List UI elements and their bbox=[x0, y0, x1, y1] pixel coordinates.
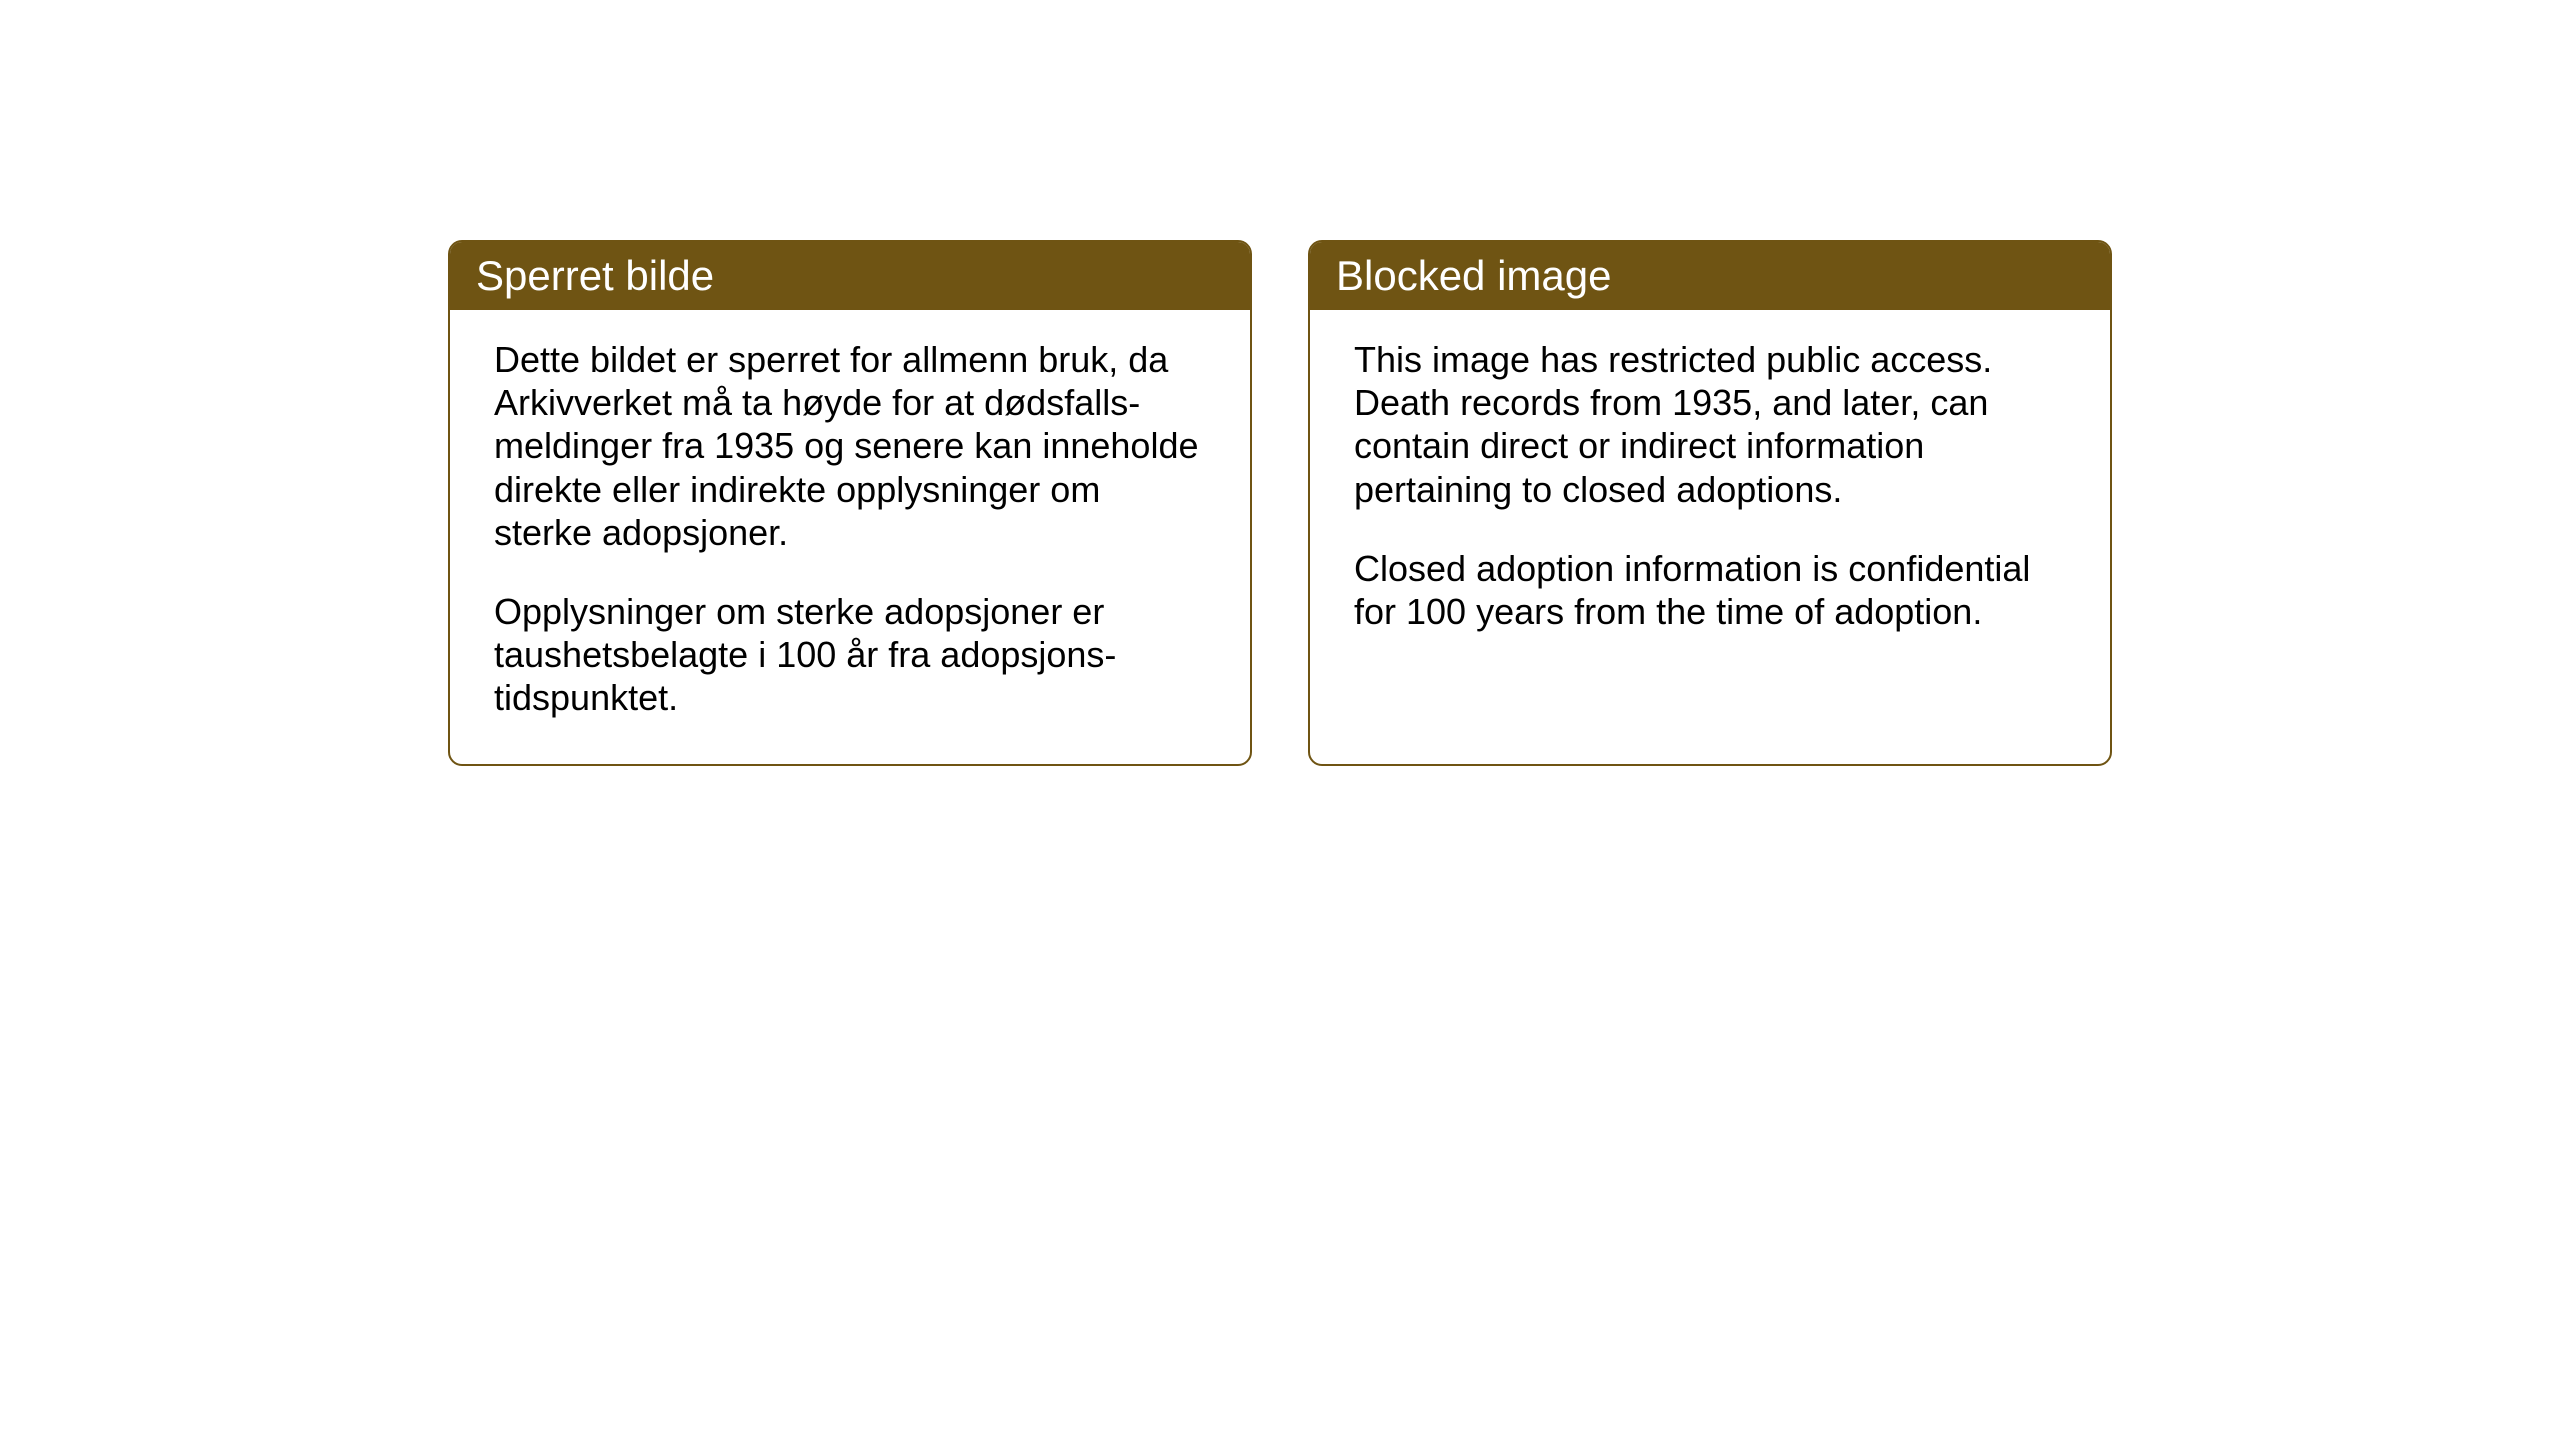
card-header: Blocked image bbox=[1310, 242, 2110, 310]
card-header: Sperret bilde bbox=[450, 242, 1250, 310]
card-paragraph: This image has restricted public access.… bbox=[1354, 338, 2066, 511]
notice-container: Sperret bilde Dette bildet er sperret fo… bbox=[448, 240, 2112, 766]
card-title: Sperret bilde bbox=[476, 252, 714, 299]
card-title: Blocked image bbox=[1336, 252, 1611, 299]
card-body: This image has restricted public access.… bbox=[1310, 310, 2110, 677]
card-body: Dette bildet er sperret for allmenn bruk… bbox=[450, 310, 1250, 764]
notice-card-norwegian: Sperret bilde Dette bildet er sperret fo… bbox=[448, 240, 1252, 766]
card-paragraph: Opplysninger om sterke adopsjoner er tau… bbox=[494, 590, 1206, 720]
card-paragraph: Closed adoption information is confident… bbox=[1354, 547, 2066, 633]
card-paragraph: Dette bildet er sperret for allmenn bruk… bbox=[494, 338, 1206, 554]
notice-card-english: Blocked image This image has restricted … bbox=[1308, 240, 2112, 766]
